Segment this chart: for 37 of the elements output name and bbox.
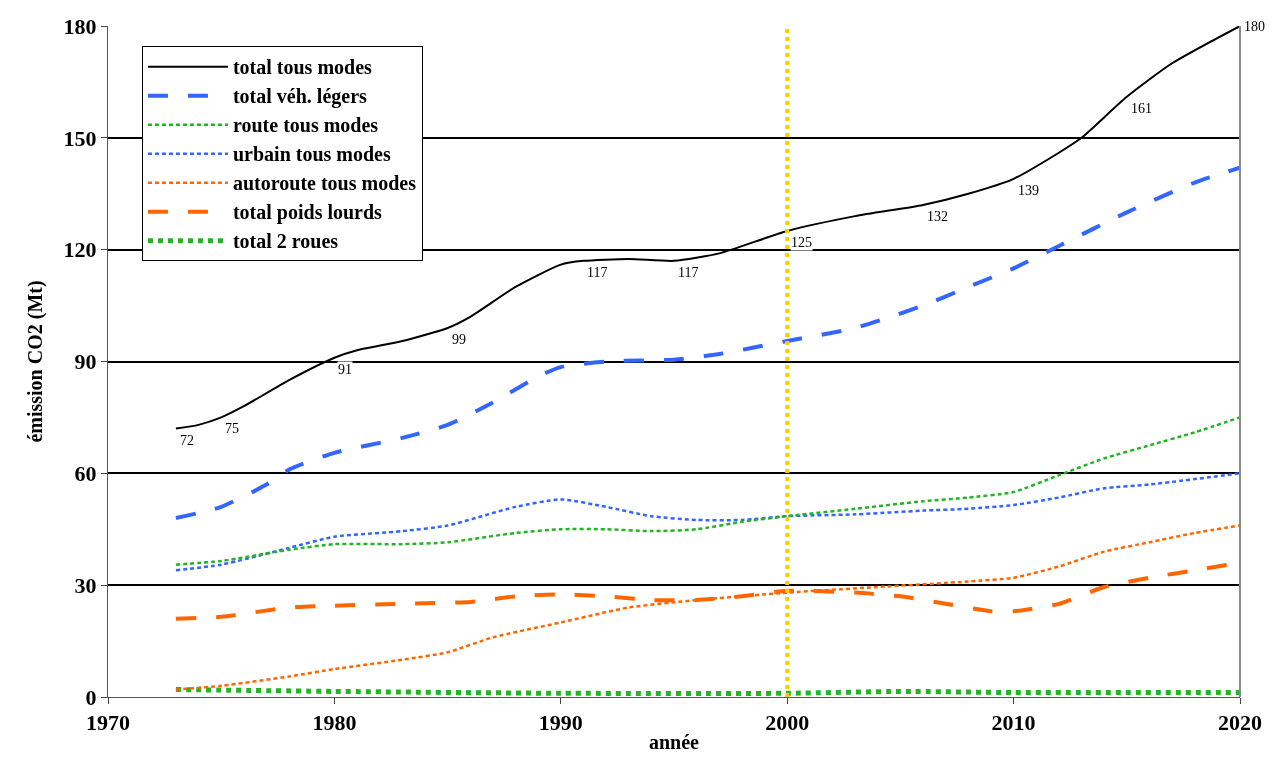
legend-label: total 2 roues [232,230,339,253]
data-label: 117 [587,265,608,280]
y-tick-label: 0 [85,684,97,710]
x-tick-label: 1980 [312,710,357,736]
y-axis-title: émission CO2 (Mt) [24,280,48,443]
y-tick-label: 150 [63,125,97,151]
y-tick-label: 60 [74,461,97,487]
y-tick-label: 180 [63,13,97,39]
x-tick-label: 2000 [765,710,810,736]
data-label: 125 [791,235,812,250]
line-series [174,472,1240,572]
data-label: 99 [452,332,466,347]
line-series [174,524,1240,691]
x-axis-title: année [649,730,700,753]
data-label: 132 [927,209,948,224]
x-tick-label: 2020 [1218,710,1262,736]
data-label: 72 [180,433,194,448]
data-label: 139 [1018,183,1039,198]
line-series [173,165,1240,521]
line-series [174,416,1240,566]
legend-label: total véh. légers [232,85,368,109]
legend-label: autoroute tous modes [232,172,417,195]
y-tick-label: 120 [63,237,97,263]
legend-label: total tous modes [232,56,373,79]
data-label: 91 [338,362,352,377]
data-label: 180 [1244,19,1265,34]
legend-label: total poids lourds [232,201,383,225]
legend-label: route tous modes [232,114,379,137]
x-tick-label: 1990 [538,710,583,736]
data-label: 117 [678,265,699,280]
y-tick-label: 30 [74,572,97,598]
data-label: 75 [225,421,239,436]
legend-label: urbain tous modes [232,143,391,166]
data-label: 161 [1131,101,1152,116]
x-tick-label: 1970 [86,710,130,736]
x-tick-label: 2010 [991,710,1036,736]
y-tick-label: 90 [74,349,97,375]
